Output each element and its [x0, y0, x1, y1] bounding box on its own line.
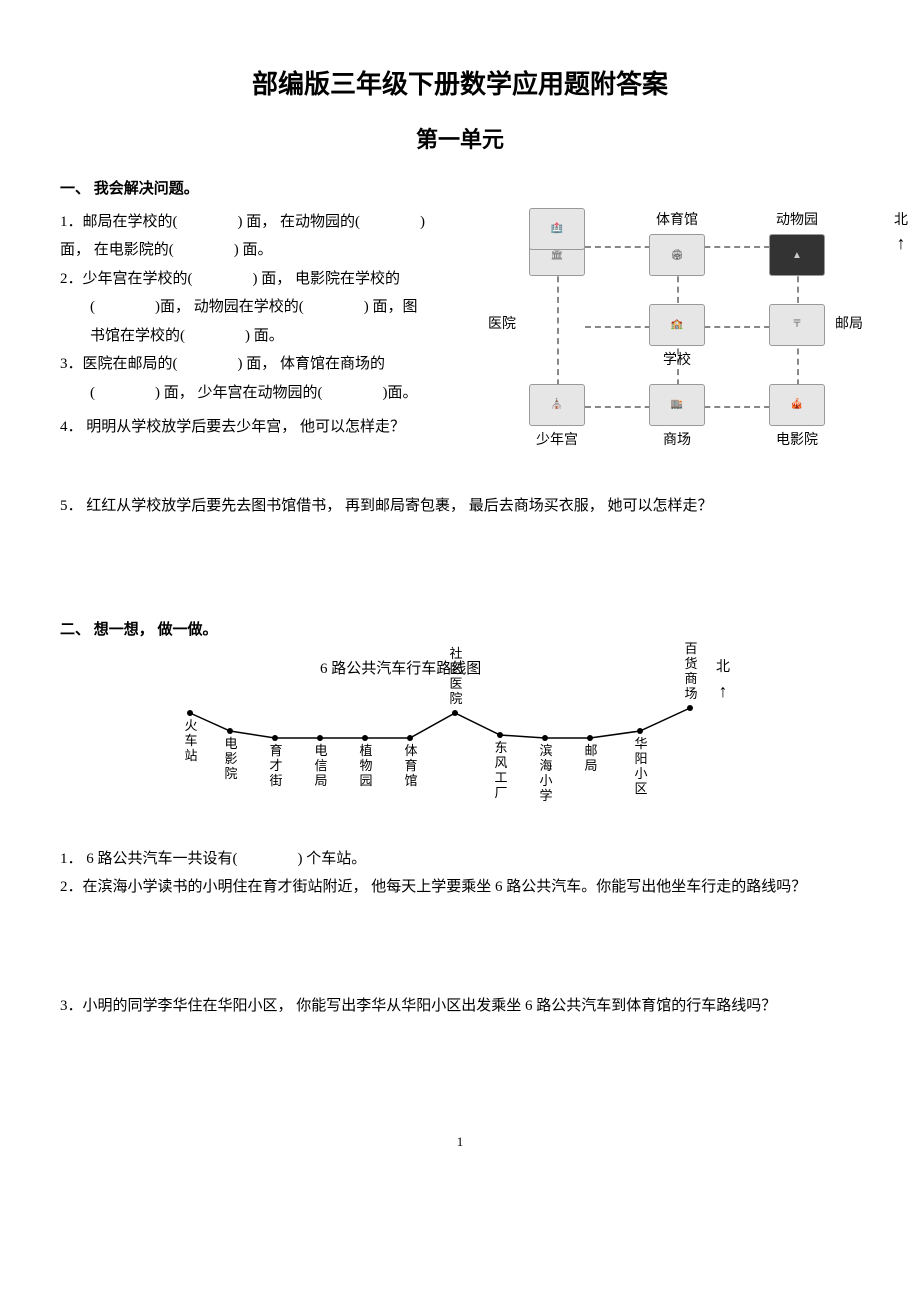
q3-part-d: ) 面， 少年宫在动物园的(: [155, 385, 323, 401]
q2-line3: 书馆在学校的( ) 面。: [60, 322, 490, 351]
map-cell-cinema: 🎪 电影院: [762, 384, 832, 455]
map-side-label-post: 邮局: [835, 312, 863, 339]
q1-line2: 面， 在电影院的( ) 面。: [60, 236, 490, 265]
answer-space: [60, 1020, 860, 1070]
q2-part-b: ) 面， 电影院在学校的: [253, 271, 401, 287]
q3-part-a: 3．医院在邮局的(: [60, 356, 178, 372]
section-a-block: 1．邮局在学校的( ) 面， 在动物园的() 面， 在电影院的( ) 面。 2．少年…: [60, 208, 860, 408]
route-stop-dot: [497, 732, 503, 738]
youth-icon: ⛪: [529, 384, 585, 426]
b-q1-b: ) 个车站。: [298, 851, 367, 867]
b-q1-a: 1． 6 路公共汽车一共设有(: [60, 851, 238, 867]
q2-part-a: 2．少年宫在学校的(: [60, 271, 193, 287]
route-stop-dot: [317, 735, 323, 741]
q2-line1: 2．少年宫在学校的( ) 面， 电影院在学校的: [60, 265, 490, 294]
route-stop-dot: [227, 728, 233, 734]
route-stop-label: 百货商场: [683, 642, 699, 702]
hospital-icon: 🏥: [529, 208, 585, 250]
b-q3: 3．小明的同学李华住在华阳小区， 你能写出李华从华阳小区出发乘坐 6 路公共汽车…: [60, 992, 860, 1021]
route-stop-dot: [687, 705, 693, 711]
map-label-mall: 商场: [642, 428, 712, 455]
map-cell-gym: 体育馆 🏟: [642, 208, 712, 279]
north-arrow-icon: ↑: [894, 234, 908, 252]
map-cell-hospital: 🏥: [522, 208, 592, 252]
q2-part-c: (: [90, 299, 95, 315]
gym-icon: 🏟: [649, 234, 705, 276]
north-label: 北: [894, 208, 908, 235]
route-stop-label: 火车站: [183, 719, 199, 764]
map-cell-school: 🏫 学校: [642, 304, 712, 375]
route-stop-label: 育才街: [268, 744, 284, 789]
map-cell-youth: ⛪ 少年宫: [522, 384, 592, 455]
map-label-school: 学校: [642, 348, 712, 375]
map-label-zoo: 动物园: [762, 208, 832, 235]
q2-part-g: ) 面。: [245, 328, 284, 344]
section-a-heading: 一、 我会解决问题。: [60, 175, 860, 204]
answer-space: [60, 902, 860, 992]
q1-line1: 1．邮局在学校的( ) 面， 在动物园的(): [60, 208, 490, 237]
map-cell-mall: 🏬 商场: [642, 384, 712, 455]
q5: 5． 红红从学校放学后要先去图书馆借书， 再到邮局寄包裹， 最后去商场买衣服， …: [60, 492, 860, 521]
route-stop-dot: [587, 735, 593, 741]
north-indicator: 北 ↑: [894, 208, 908, 253]
map-label-cinema: 电影院: [762, 428, 832, 455]
route-stop-dot: [407, 735, 413, 741]
map-side-label-hospital: 医院: [488, 312, 516, 339]
bus-route-diagram: 6 路公共汽车行车路线图 北 ↑ 火车站电影院育才街电信局植物园体育馆社区医院东…: [180, 655, 740, 825]
cinema-icon: 🎪: [769, 384, 825, 426]
route-north-label: 北: [716, 660, 730, 675]
q3-part-c: (: [90, 385, 95, 401]
post-icon: 〒: [769, 304, 825, 346]
q3-line1: 3．医院在邮局的( ) 面， 体育馆在商场的: [60, 350, 490, 379]
q3-part-b: ) 面， 体育馆在商场的: [238, 356, 386, 372]
route-stop-label: 华阳小区: [633, 737, 649, 797]
doc-title: 部编版三年级下册数学应用题附答案: [60, 60, 860, 109]
map-diagram: 北 ↑ 图书馆 🏛 体育馆 🏟 动物园 ▲ 🏥 医院 🏫: [500, 208, 880, 438]
map-label-youth: 少年宫: [522, 428, 592, 455]
q3-part-e: )面。: [383, 385, 418, 401]
route-stop-label: 东风工厂: [493, 741, 509, 801]
route-stop-dot: [362, 735, 368, 741]
q2-part-e: ) 面，图: [364, 299, 418, 315]
q2-line2: ( )面， 动物园在学校的( ) 面，图: [60, 293, 490, 322]
route-stop-label: 电信局: [313, 744, 329, 789]
answer-space: [60, 520, 860, 610]
section-a-questions: 1．邮局在学校的( ) 面， 在动物园的() 面， 在电影院的( ) 面。 2．少年…: [60, 208, 490, 408]
map-cell-zoo: 动物园 ▲: [762, 208, 832, 279]
q1-part-c: ): [420, 214, 425, 230]
route-stop-dot: [187, 710, 193, 716]
q2-part-d: )面， 动物园在学校的(: [155, 299, 304, 315]
map-label-gym: 体育馆: [642, 208, 712, 235]
route-stop-label: 邮局: [583, 744, 599, 774]
route-stop-dot: [542, 735, 548, 741]
answer-space: [60, 442, 860, 492]
page-number: 1: [60, 1130, 860, 1155]
q1-part-a: 1．邮局在学校的(: [60, 214, 178, 230]
b-q1: 1． 6 路公共汽车一共设有( ) 个车站。: [60, 845, 860, 874]
q1-part-b: ) 面， 在动物园的(: [238, 214, 361, 230]
route-stop-label: 电影院: [223, 737, 239, 782]
q1-part-d: 面， 在电影院的(: [60, 242, 174, 258]
zoo-icon: ▲: [769, 234, 825, 276]
q2-part-f: 书馆在学校的(: [90, 328, 185, 344]
section-b-heading: 二、 想一想， 做一做。: [60, 616, 860, 645]
q1-part-e: ) 面。: [234, 242, 273, 258]
route-stop-dot: [452, 710, 458, 716]
doc-subtitle: 第一单元: [60, 119, 860, 161]
mall-icon: 🏬: [649, 384, 705, 426]
route-stop-dot: [637, 728, 643, 734]
school-icon: 🏫: [649, 304, 705, 346]
route-stop-label: 社区医院: [448, 647, 464, 707]
route-stop-label: 体育馆: [403, 744, 419, 789]
route-stop-label: 植物园: [358, 744, 374, 789]
b-q2: 2．在滨海小学读书的小明住在育才街站附近， 他每天上学要乘坐 6 路公共汽车。你…: [60, 873, 860, 902]
route-stop-dot: [272, 735, 278, 741]
q3-line2: ( ) 面， 少年宫在动物园的( )面。: [60, 379, 490, 408]
map-cell-post: 〒: [762, 304, 832, 348]
route-stop-label: 滨海小学: [538, 744, 554, 804]
